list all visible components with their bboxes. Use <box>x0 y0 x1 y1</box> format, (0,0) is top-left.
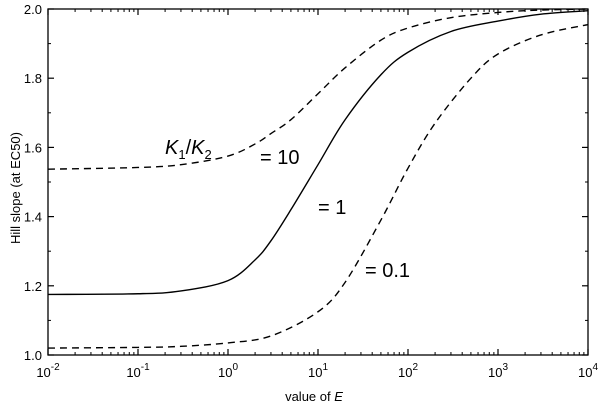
series-line-ratio-0-1 <box>47 23 589 349</box>
y-tick-label: 1.2 <box>24 279 42 294</box>
plot-frame <box>47 8 589 356</box>
y-tick-label: 1.6 <box>24 140 42 155</box>
y-tick-label: 1.4 <box>24 210 42 225</box>
series-annotation-ratio-1: = 1 <box>318 197 346 219</box>
x-tick-label: 103 <box>488 362 508 380</box>
y-tick-label: 2.0 <box>24 2 42 17</box>
y-tick-label: 1.8 <box>24 71 42 86</box>
annotations: K1/K2 = 10 = 1 = 0.1 <box>165 137 410 282</box>
x-tick-label: 100 <box>218 362 238 380</box>
x-tick-label: 102 <box>398 362 418 380</box>
y-axis-title: Hill slope (at EC50) <box>8 132 23 244</box>
x-tick-label: 10-1 <box>126 362 150 380</box>
y-tick-label: 1.0 <box>24 348 42 363</box>
series-line-ratio-10 <box>47 8 589 170</box>
series-annotation-ratio-0-1: = 0.1 <box>365 260 410 282</box>
k-ratio-label: K1/K2 <box>165 137 212 162</box>
series-annotation-ratio-10: = 10 <box>260 147 299 169</box>
x-tick-label: 101 <box>308 362 328 380</box>
x-axis-title: value of E <box>285 389 343 404</box>
series-line-ratio-1 <box>47 10 589 296</box>
x-tick-label: 104 <box>578 362 598 380</box>
x-tick-label: 10-2 <box>36 362 60 380</box>
